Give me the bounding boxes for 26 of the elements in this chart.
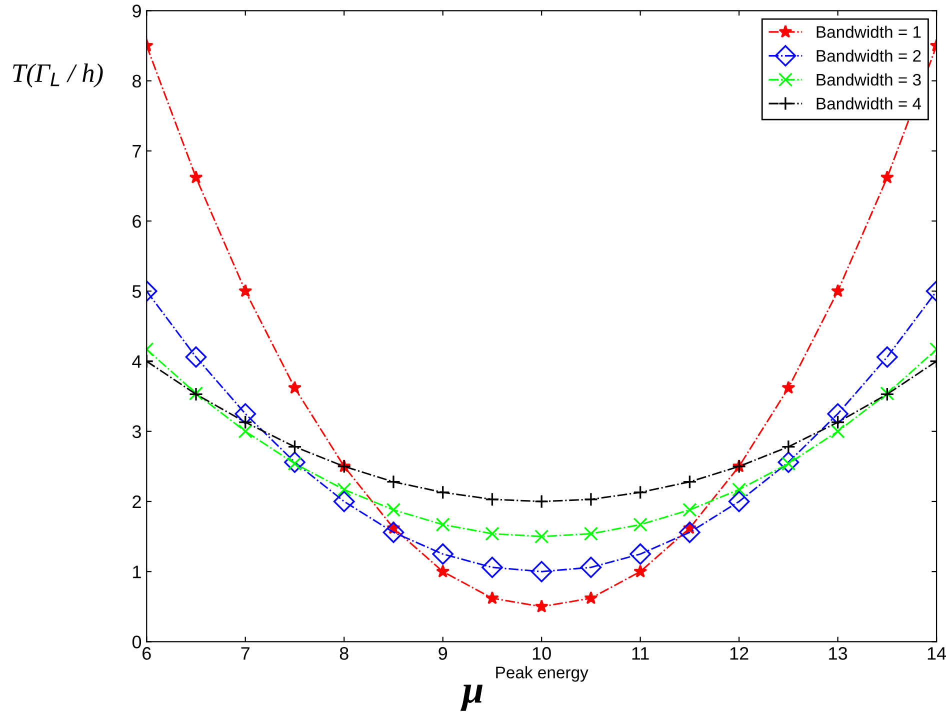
x-axis-title: Peak energy [496, 666, 588, 682]
legend-label: Bandwidth = 2 [816, 50, 921, 62]
x-tick-label: 10 [532, 647, 551, 660]
y-tick-label: 0 [132, 636, 142, 648]
x-tick-label: 8 [340, 647, 348, 660]
y-tick-label: 5 [132, 285, 142, 298]
x-tick-label: 6 [142, 647, 151, 660]
y-tick-label: 3 [132, 425, 141, 438]
y-tick-label: 9 [132, 4, 141, 18]
y-tick-label: 6 [132, 214, 141, 228]
y-axis-title: T(Γ$_{L}$ / h) [13, 64, 103, 88]
legend-label: Bandwidth = 3 [816, 73, 921, 86]
x-tick-label: 14 [928, 647, 946, 660]
x-tick-label: 12 [730, 647, 748, 660]
x-tick-label: 9 [438, 647, 448, 660]
y-tick-label: 8 [132, 74, 141, 88]
x-tick-label: 11 [632, 647, 649, 660]
y-tick-label: 7 [132, 145, 141, 158]
x-tick-label: 13 [829, 647, 848, 660]
y-tick-label: 2 [132, 495, 141, 508]
y-tick-label: 4 [132, 355, 142, 368]
legend-label: Bandwidth = 1 [816, 26, 921, 38]
x-tick-label: 7 [241, 647, 250, 660]
text: μ [460, 684, 483, 711]
legend-label: Bandwidth = 4 [816, 97, 922, 110]
y-tick-label: 1 [133, 566, 141, 578]
